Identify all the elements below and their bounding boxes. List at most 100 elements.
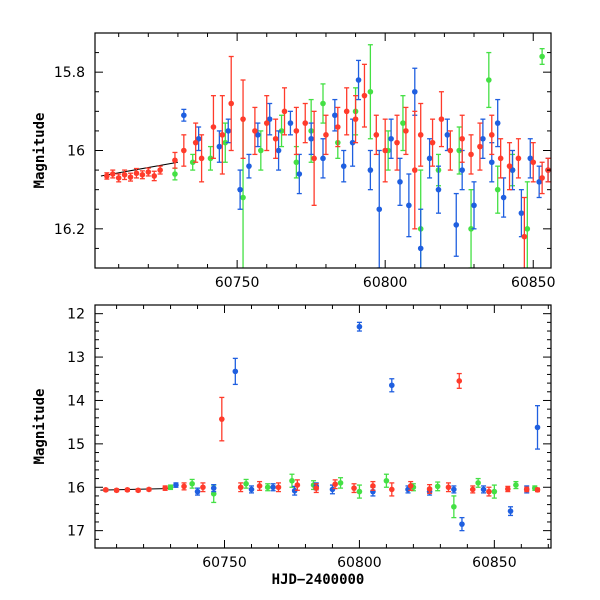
data-point-red [200, 484, 206, 491]
data-point-red [426, 486, 433, 492]
data-point-blue [411, 88, 418, 95]
y-tick-label: 16 [67, 144, 85, 160]
series-red [104, 55, 551, 268]
data-point-red [459, 135, 465, 142]
data-point-green [264, 484, 271, 491]
data-point-red [109, 171, 116, 177]
data-point-red [456, 378, 463, 384]
data-point-blue [266, 116, 273, 122]
data-point-red [311, 155, 317, 162]
data-point-blue [194, 488, 201, 495]
y-axis-title: Magnitude [32, 113, 48, 189]
data-point-red [127, 174, 134, 180]
data-point-green [524, 226, 531, 232]
data-point-blue [181, 112, 187, 119]
data-point-green [210, 490, 217, 497]
data-point-blue [216, 143, 223, 150]
data-point-blue [389, 382, 395, 389]
data-point-green [434, 483, 441, 490]
data-point-green [468, 226, 474, 232]
data-point-blue [534, 424, 541, 431]
data-point-green [189, 480, 195, 487]
data-point-blue [417, 245, 424, 252]
series-red [102, 372, 541, 497]
data-point-green [451, 503, 457, 510]
data-point-blue [308, 135, 314, 142]
data-point-red [181, 147, 187, 154]
data-point-red [429, 139, 436, 146]
data-point-red [219, 416, 225, 422]
data-point-red [263, 120, 270, 126]
data-point-green [167, 484, 174, 491]
data-point-red [172, 157, 178, 164]
data-point-green [243, 480, 249, 487]
data-point-blue [444, 132, 451, 138]
data-point-blue [232, 368, 239, 375]
data-point-red [313, 485, 320, 491]
data-point-blue [349, 139, 356, 146]
data-point-blue [356, 323, 363, 330]
data-point-red [506, 163, 513, 169]
data-point-blue [406, 202, 412, 209]
data-point-blue [459, 167, 465, 173]
data-point-green [367, 88, 374, 95]
y-tick-label: 16.2 [54, 222, 85, 238]
data-point-blue [536, 179, 542, 185]
data-point-red [505, 486, 511, 492]
data-point-blue [426, 155, 433, 162]
data-point-green [494, 186, 501, 193]
data-point-red [124, 487, 131, 493]
data-point-red [539, 175, 545, 181]
data-point-blue [435, 186, 442, 193]
data-point-blue [340, 163, 347, 169]
data-point-red [198, 155, 205, 162]
data-point-blue [471, 202, 477, 209]
data-point-green [491, 488, 498, 495]
data-point-red [302, 120, 309, 126]
data-point-green [240, 194, 246, 201]
data-point-blue [397, 179, 403, 185]
data-point-red [240, 116, 246, 122]
data-point-red [497, 155, 504, 162]
data-point-red [102, 487, 109, 493]
data-point-green [278, 128, 285, 134]
data-point-green [383, 477, 390, 484]
data-point-red [469, 486, 476, 493]
plot-frame [94, 304, 552, 549]
data-point-green [207, 155, 214, 162]
data-point-green [172, 171, 178, 177]
data-point-blue [329, 486, 336, 493]
data-point-red [411, 167, 418, 173]
series-blue [173, 321, 541, 532]
data-point-blue [527, 155, 534, 162]
data-point-red [343, 108, 350, 115]
data-point-blue [480, 135, 486, 142]
data-point-red [293, 128, 300, 134]
data-point-blue [246, 163, 252, 169]
data-point-blue [291, 487, 298, 494]
data-point-red [228, 100, 235, 107]
data-point-red [323, 132, 329, 138]
data-point-blue [494, 120, 501, 126]
data-point-red [121, 171, 128, 178]
data-point-red [332, 481, 338, 488]
y-tick-label: 15.8 [54, 65, 85, 81]
data-point-red [139, 171, 146, 178]
data-point-green [189, 159, 196, 166]
data-point-red [210, 124, 217, 130]
data-point-green [337, 480, 344, 486]
data-point-blue [275, 147, 282, 154]
data-point-red [477, 143, 483, 150]
data-point-green [400, 120, 406, 126]
data-point-red [373, 132, 380, 138]
data-point-green [513, 482, 519, 488]
y-tick-label: 14 [67, 393, 85, 409]
data-point-red [407, 483, 414, 489]
data-point-red [256, 483, 263, 489]
data-point-blue [388, 135, 394, 142]
data-point-red [146, 486, 152, 493]
data-point-blue [459, 521, 465, 527]
data-point-red [162, 485, 168, 491]
y-axis-title: Magnitude [32, 389, 48, 465]
data-point-red [104, 173, 110, 179]
